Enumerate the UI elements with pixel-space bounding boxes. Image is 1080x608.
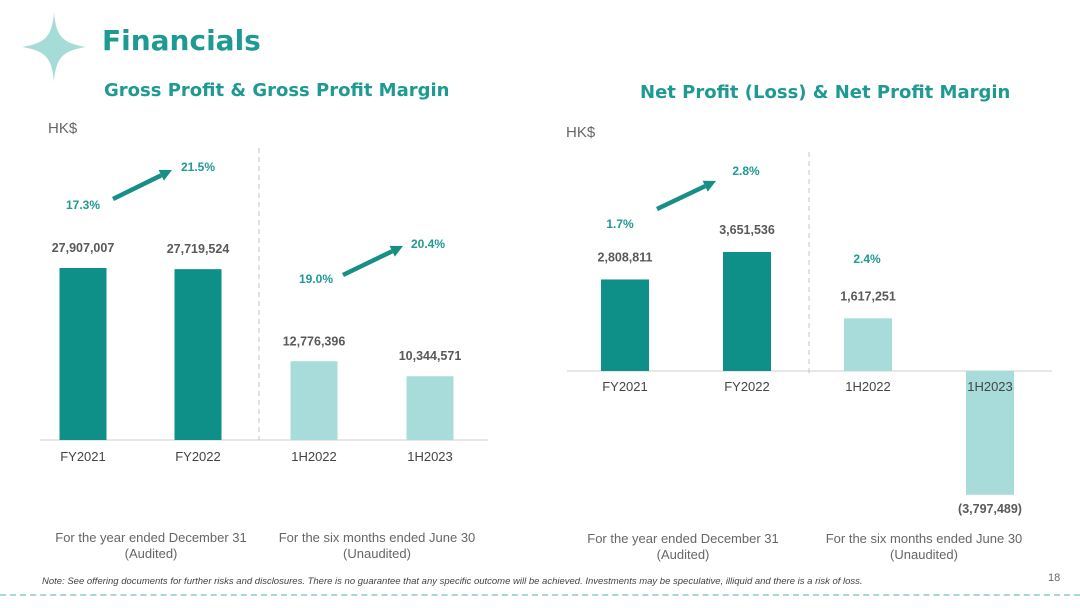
- gross-fy-period-label: For the year ended December 31 (Audited): [55, 530, 247, 561]
- gross-profit-bar: [174, 269, 222, 440]
- gross-profit-bar: [290, 361, 338, 440]
- net-profit-bar: [844, 318, 892, 371]
- net-profit-unit-label: HK$: [566, 124, 596, 141]
- disclaimer-note: Note: See offering documents for further…: [42, 576, 863, 587]
- gross-profit-margin-label: 21.5%: [181, 160, 215, 174]
- net-profit-category-label: 1H2023: [967, 379, 1013, 394]
- net-profit-value-label: 1,617,251: [840, 289, 896, 303]
- gross-profit-value-label: 27,907,007: [52, 241, 115, 255]
- net-profit-bar: [723, 252, 771, 371]
- gross-profit-margin-arrow: [112, 173, 163, 202]
- page-number: 18: [1048, 572, 1061, 584]
- gross-profit-chart-title: Gross Profit & Gross Profit Margin: [104, 80, 450, 101]
- net-profit-value-label: (3,797,489): [958, 502, 1022, 516]
- gross-profit-margin-arrow-1h: [342, 249, 394, 278]
- net-fy-period-label: For the year ended December 31 (Audited): [587, 531, 779, 562]
- gross-profit-margin-arrow-1h-head: [389, 245, 403, 257]
- net-profit-bar: [966, 371, 1014, 495]
- gross-profit-category-label: FY2021: [60, 449, 106, 464]
- sparkle-logo-icon: [22, 12, 86, 82]
- gross-profit-value-label: 10,344,571: [399, 349, 462, 363]
- gross-profit-bar: [406, 376, 454, 440]
- net-profit-category-label: FY2022: [724, 379, 770, 394]
- net-profit-margin-label: 2.4%: [853, 252, 881, 266]
- net-profit-margin-label: 2.8%: [732, 164, 760, 178]
- net-profit-margin-arrow: [656, 184, 707, 212]
- net-profit-value-label: 3,651,536: [719, 223, 775, 237]
- net-profit-margin-arrow-head: [702, 180, 716, 192]
- net-profit-value-label: 2,808,811: [598, 250, 653, 264]
- gross-profit-margin-arrow-head: [158, 169, 172, 181]
- gross-profit-unit-label: HK$: [48, 120, 78, 137]
- net-profit-category-label: FY2021: [602, 379, 648, 394]
- net-profit-bar: [601, 279, 649, 371]
- gross-profit-margin-label: 17.3%: [66, 198, 100, 212]
- gross-1h-period-label: For the six months ended June 30 (Unaudi…: [278, 530, 476, 561]
- gross-profit-category-label: 1H2023: [407, 449, 453, 464]
- gross-profit-value-label: 27,719,524: [167, 242, 230, 256]
- net-profit-category-label: 1H2022: [845, 379, 891, 394]
- page-title: Financials: [102, 24, 261, 57]
- net-profit-chart-title: Net Profit (Loss) & Net Profit Margin: [640, 82, 1011, 103]
- bottom-divider: [0, 594, 1080, 596]
- net-1h-period-label: For the six months ended June 30 (Unaudi…: [825, 531, 1023, 562]
- gross-profit-value-label: 12,776,396: [283, 334, 346, 348]
- gross-profit-margin-label: 20.4%: [411, 237, 445, 251]
- gross-profit-margin-label: 19.0%: [299, 272, 333, 286]
- net-profit-margin-label: 1.7%: [606, 217, 634, 231]
- gross-profit-category-label: 1H2022: [291, 449, 337, 464]
- gross-profit-category-label: FY2022: [175, 449, 221, 464]
- gross-profit-bar: [59, 268, 107, 440]
